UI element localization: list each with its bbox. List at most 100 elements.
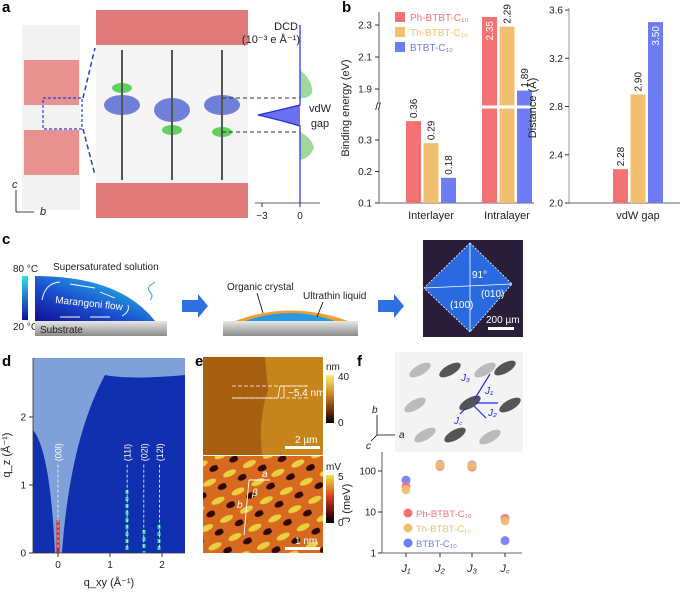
bar	[406, 121, 421, 203]
bar-value-label: 1.89	[520, 68, 531, 88]
abc-axes-icon	[370, 415, 395, 442]
kpfm-image	[203, 456, 323, 553]
peak-label: (12l)	[155, 443, 165, 461]
droplet	[35, 276, 155, 321]
axis-c-label: c	[366, 441, 371, 452]
legend-label: Ph-BTBT-C₁₀	[416, 509, 472, 520]
x-tick-label: 1	[107, 560, 113, 571]
height-unit: nm	[326, 362, 340, 373]
zoom-line-bottom	[82, 128, 96, 176]
angle-label: 91°	[472, 270, 487, 281]
y-tick-label: 3.6	[549, 6, 563, 17]
y-tick-label: 2.3	[358, 21, 372, 32]
substrate-label: Substrate	[40, 325, 83, 336]
bar	[423, 143, 439, 203]
y-tick-label: 1	[370, 549, 376, 560]
potential-min: 0	[338, 518, 344, 529]
y-tick-label: 0.1	[358, 199, 372, 210]
legend-label: Th-BTBT-C₁₀	[416, 524, 471, 535]
dcd-title: DCD	[274, 21, 298, 33]
panel-label-c: c	[2, 231, 10, 248]
scale-bar-label: 200 µm	[486, 315, 520, 326]
qz-axis-label: q_z (Å⁻¹)	[0, 433, 13, 478]
height-min: 0	[338, 418, 344, 429]
y-tick-label: 3.2	[549, 54, 563, 65]
vdw-gap-label: gap	[311, 118, 329, 130]
evaporation-icon	[147, 281, 156, 301]
axis-c-label: c	[12, 179, 18, 191]
bar	[482, 17, 497, 203]
axis-break-gap	[480, 105, 534, 109]
y-tick-label: 2.8	[549, 102, 563, 113]
data-point	[401, 485, 411, 495]
data-point	[401, 475, 411, 485]
x-tick-label: 2	[159, 560, 165, 571]
y-tick-label: 10	[365, 508, 377, 519]
data-point	[500, 516, 510, 526]
zoom-line-top	[82, 47, 96, 99]
x-tick-label: J꜀	[499, 563, 510, 575]
afm-image	[203, 357, 323, 455]
height-colorbar	[326, 375, 334, 423]
legend-label: Ph-BTBT-C₁₀	[410, 13, 469, 24]
x-category-label: Interlayer	[408, 210, 454, 222]
j2-label: J₂	[487, 408, 497, 419]
lattice-a-label: a	[262, 469, 268, 480]
lattice-b-label: b	[237, 500, 243, 511]
bar-value-label: 2.28	[616, 146, 627, 166]
panel-label-e: e	[195, 353, 203, 370]
data-point	[500, 536, 510, 546]
distance-chart: 2.0 2.4 2.8 3.2 3.6 2.28 2.90 3.50 vdW gap Distan…	[526, 6, 680, 222]
bar	[648, 22, 663, 203]
substrate-left	[35, 321, 167, 336]
step-height-label: ~5.4 nm	[288, 388, 324, 399]
flow-arrows	[41, 281, 129, 318]
bar-value-label: 2.90	[634, 72, 645, 92]
axis-break	[374, 104, 384, 109]
y-tick-label: 0.2	[358, 167, 372, 178]
bar	[441, 177, 456, 203]
y-axis-label: J (meV)	[341, 484, 353, 523]
bar-value-label: 0.29	[427, 120, 438, 140]
axis-a-label: a	[399, 430, 405, 441]
bar-value-label: 2.35	[485, 21, 496, 41]
lattice-beta-label: β	[251, 488, 258, 499]
x-tick-label: J₃	[466, 563, 478, 575]
arrow-right-icon	[378, 294, 404, 318]
y-tick-label: 1	[20, 481, 26, 492]
x-category-label: vdW gap	[616, 210, 659, 222]
y-tick-label: 2.1	[358, 53, 372, 64]
giwaxs-axes: 0 0 1 1 2 2 (00l) (11l) (02l) (12l)	[20, 358, 185, 571]
x-tick-label: J₂	[434, 563, 446, 575]
data-point	[435, 460, 445, 470]
crystal-micrograph	[423, 240, 523, 337]
charge-density-image	[96, 10, 248, 218]
j3-label: J₃	[460, 373, 470, 384]
potential-unit: mV	[326, 462, 341, 473]
y-tick-label: 0.3	[358, 136, 372, 147]
peak-label: (00l)	[54, 443, 64, 461]
molecular-packing-schematic	[395, 352, 523, 452]
kpfm-scale-label: 1 nm	[295, 536, 317, 547]
panel-label-a: a	[2, 0, 11, 16]
x-tick-label: 0	[55, 560, 61, 571]
y-tick-label: 2	[20, 413, 26, 424]
arrow-right-icon	[182, 294, 208, 318]
dcd-tick: 0	[297, 211, 303, 222]
dcd-tick: −3	[256, 211, 268, 222]
bar-value-label: 2.29	[503, 4, 514, 24]
pointer-arrow	[316, 301, 324, 318]
solution-label: Supersaturated solution	[53, 262, 159, 273]
coupling-chart: 1 10 100 J₁ J₂ J₃ J꜀ Ph-BTBT-C₁₀ Th-BTBT-C₁₀ BTBT…	[341, 452, 522, 575]
legend-swatch	[395, 27, 405, 37]
binding-energy-chart: // 0.1 0.2 0.3 1.9 2.1 2.3 Interlayer 0.36 0.29 0.…	[340, 4, 534, 222]
axis-b-label: b	[372, 405, 378, 416]
bar	[630, 94, 646, 203]
liquid-label: Ultrathin liquid	[303, 291, 366, 302]
bar-value-label: 0.18	[444, 155, 455, 175]
legend-label: Th-BTBT-C₁₀	[410, 28, 468, 39]
peak-label: (11l)	[123, 444, 133, 461]
peak-label: (02l)	[139, 443, 149, 461]
panel-label-b: b	[342, 0, 351, 16]
bar-value-label: 0.36	[409, 98, 420, 118]
